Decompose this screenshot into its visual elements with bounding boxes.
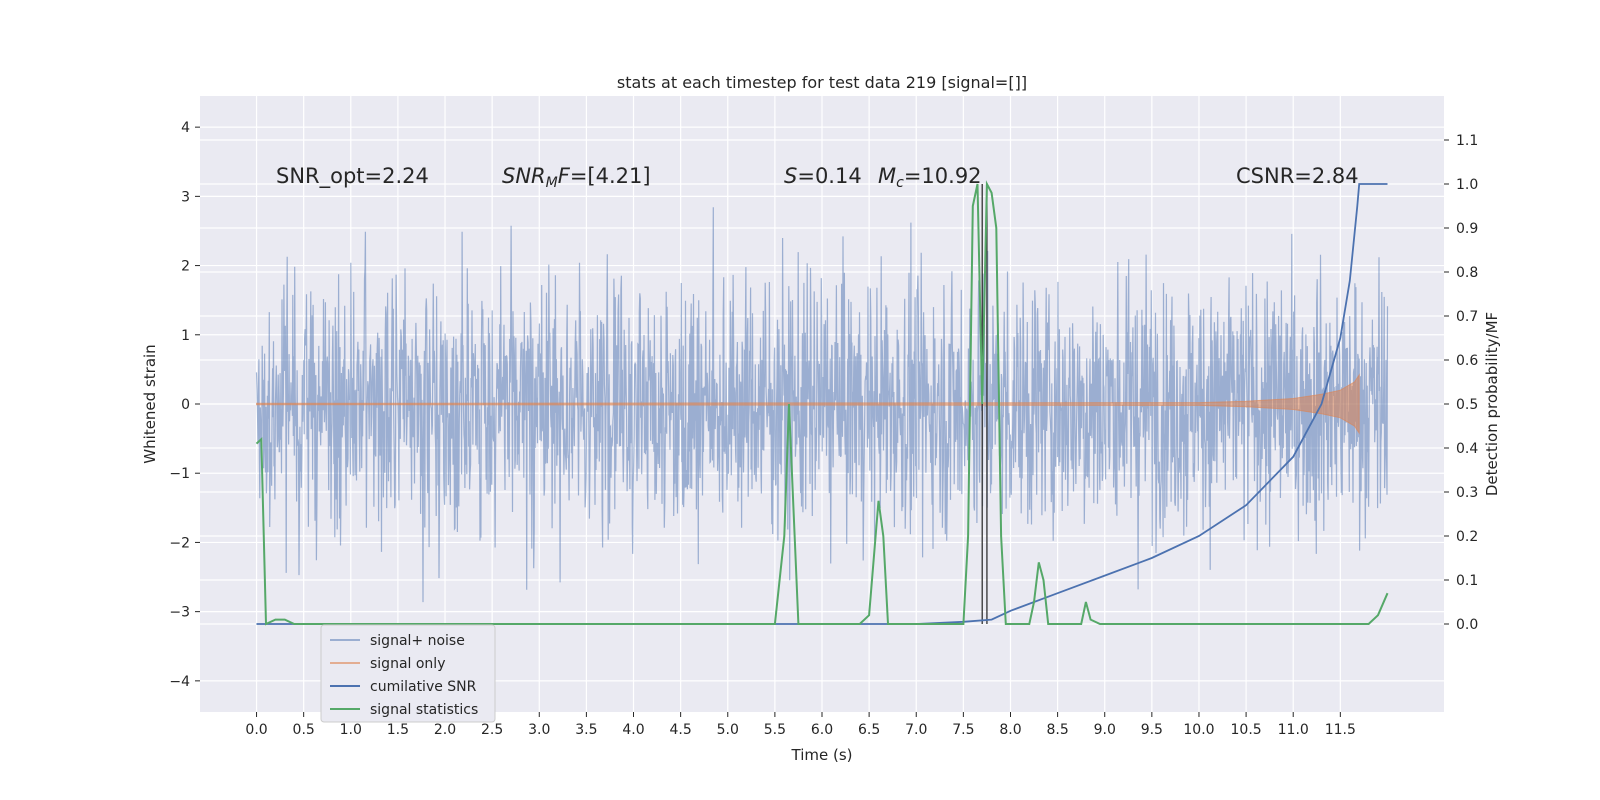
x-tick-label: 3.0 [528, 722, 550, 738]
noise-line [255, 207, 1389, 603]
left-tick-label: 0 [181, 397, 190, 413]
x-tick-label: 0.5 [293, 722, 315, 738]
annotations: SNR_opt=2.24 SNRMF=[4.21] S=0.14 Mc=10.9… [276, 164, 1359, 191]
x-tick-label: 2.5 [481, 722, 503, 738]
left-tick-label: −2 [169, 535, 190, 551]
x-tick-label: 10.0 [1183, 722, 1214, 738]
x-tick-label: 1.0 [340, 722, 362, 738]
annotation-mc: Mc=10.92 [878, 164, 982, 191]
legend-box [320, 624, 496, 723]
csnr-line [256, 183, 1388, 625]
legend: signal+ noise signal only cumilative SNR… [320, 624, 496, 723]
x-tick-label: 5.0 [717, 722, 739, 738]
right-tick-label: 0.3 [1456, 485, 1478, 501]
left-tick-label: −3 [169, 605, 190, 621]
x-tick-label: 7.0 [905, 722, 927, 738]
left-tick-label: −1 [169, 466, 190, 482]
x-tick-label: 4.0 [622, 722, 644, 738]
right-tick-label: 0.1 [1456, 573, 1478, 589]
legend-label-csnr: cumilative SNR [370, 679, 477, 695]
right-tick-label: 0.6 [1456, 353, 1478, 369]
x-tick-label: 9.5 [1141, 722, 1163, 738]
right-axis-ticks: 1.1 1.0 0.9 0.8 0.7 0.6 0.5 0.4 0.3 0.2 0.1 0.0 [1444, 133, 1478, 633]
right-tick-label: 0.0 [1456, 617, 1478, 633]
annotation-s: S=0.14 [784, 164, 862, 188]
legend-label-noise: signal+ noise [370, 633, 465, 649]
right-tick-label: 0.2 [1456, 529, 1478, 545]
x-tick-label: 8.0 [999, 722, 1021, 738]
x-tick-label: 10.5 [1231, 722, 1262, 738]
x-tick-label: 8.5 [1046, 722, 1068, 738]
x-tick-label: 11.0 [1278, 722, 1309, 738]
left-tick-label: 1 [181, 328, 190, 344]
left-axis-label: Whitened strain [141, 344, 159, 463]
right-axis-label: Detection probability/MF [1483, 312, 1501, 496]
left-tick-label: 4 [181, 120, 190, 136]
right-tick-label: 0.9 [1456, 221, 1478, 237]
x-tick-label: 6.5 [858, 722, 880, 738]
cumilative-snr-series [256, 183, 1388, 625]
x-tick-label: 0.0 [245, 722, 267, 738]
x-tick-label: 3.5 [575, 722, 597, 738]
signal-statistics-series [255, 180, 1389, 626]
x-tick-label: 7.5 [952, 722, 974, 738]
chart-title: stats at each timestep for test data 219… [617, 73, 1027, 92]
annotation-snr-mf: SNRMF=[4.21] [502, 164, 651, 191]
x-tick-label: 1.5 [387, 722, 409, 738]
right-tick-label: 0.4 [1456, 441, 1478, 457]
x-tick-label: 2.0 [434, 722, 456, 738]
left-tick-label: 2 [181, 259, 190, 275]
left-tick-label: −4 [169, 674, 190, 690]
right-tick-label: 0.5 [1456, 397, 1478, 413]
stats-line [255, 180, 1389, 626]
x-tick-label: 9.0 [1094, 722, 1116, 738]
right-tick-label: 0.7 [1456, 309, 1478, 325]
left-axis-ticks: 4 3 2 1 0 −1 −2 −3 −4 [169, 120, 200, 690]
signal-only-series [256, 373, 1360, 435]
signal-envelope [256, 373, 1360, 435]
signal-noise-series [255, 207, 1389, 603]
annotation-csnr: CSNR=2.84 [1236, 164, 1359, 188]
legend-label-signal: signal only [370, 656, 445, 672]
x-tick-label: 11.5 [1325, 722, 1356, 738]
x-axis-label: Time (s) [791, 746, 853, 764]
legend-label-stats: signal statistics [370, 702, 478, 718]
left-tick-label: 3 [181, 189, 190, 205]
right-tick-label: 1.1 [1456, 133, 1478, 149]
x-tick-label: 4.5 [670, 722, 692, 738]
right-tick-label: 1.0 [1456, 177, 1478, 193]
annotation-snr-opt: SNR_opt=2.24 [276, 164, 429, 189]
x-tick-label: 6.0 [811, 722, 833, 738]
right-tick-label: 0.8 [1456, 265, 1478, 281]
x-axis-ticks: 0.0 0.5 1.0 1.5 2.0 2.5 3.0 3.5 4.0 4.5 5.0 5.5 6.0 6… [245, 712, 1356, 738]
x-tick-label: 5.5 [764, 722, 786, 738]
